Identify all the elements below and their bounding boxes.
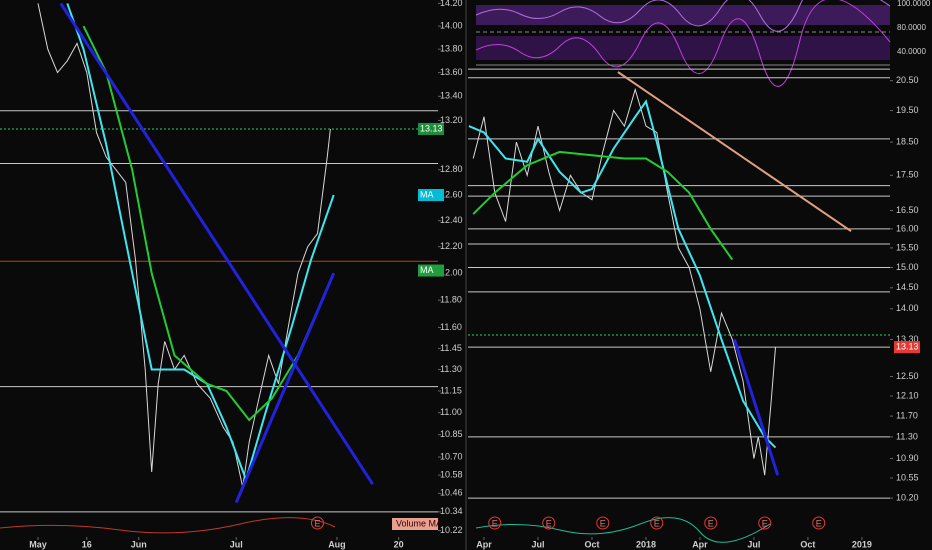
y-tick-label: 15.50 [896,242,919,252]
x-tick-label: May [29,539,47,549]
y-tick-label: 10.90 [896,453,919,463]
y-tick-label: 11.70 [896,410,918,420]
series-line [37,3,331,488]
y-tick-label: 14.50 [896,282,919,292]
earnings-label: E [600,518,606,528]
y-tick-label: 16.00 [896,223,919,233]
price-tag-label: MA [420,189,434,199]
x-tick-label: 16 [82,539,92,549]
y-tick-label: 16.50 [896,205,919,215]
price-tag [418,188,444,201]
y-tick-label: 13.20 [440,115,463,125]
y-tick-label: 10.85 [440,429,463,439]
rsi-line [475,0,891,32]
y-tick-label: 14.00 [440,20,463,30]
x-tick-label: 20 [394,539,404,549]
y-tick-label: 12.80 [440,164,463,174]
x-tick-label: Oct [584,539,599,549]
earnings-label: E [816,518,822,528]
y-tick-label: 10.22 [440,525,463,535]
earnings-marker [310,516,324,530]
y-tick-label: 11.80 [440,295,462,305]
y-tick-label: 11.30 [440,364,462,374]
y-tick-label: 13.80 [440,44,463,54]
y-tick-label: 10.46 [440,488,463,498]
y-tick-label: 11.60 [440,322,462,332]
rsi-band [476,5,890,25]
earnings-label: E [314,518,320,528]
series-line [617,71,852,233]
x-tick-label: Jul [747,539,760,549]
y-tick-label: 14.20 [440,0,463,8]
indicator-label: 40.0000 [897,47,926,56]
y-tick-label: 13.30 [896,334,919,344]
stoch-line [475,0,891,87]
price-tag-label: 13.13 [420,123,443,133]
earnings-label: E [708,518,714,528]
y-tick-label: 13.60 [440,67,463,77]
y-tick-label: 15.00 [896,262,919,272]
volume-label: Volume MA [396,518,442,528]
y-tick-label: 10.70 [440,451,463,461]
y-tick-label: 17.50 [896,170,919,180]
y-tick-label: 14.00 [896,303,919,313]
price-tag-label: MA [420,265,434,275]
series-line [733,338,780,476]
y-tick-label: 19.50 [896,105,919,115]
earnings-marker [704,516,718,530]
y-tick-label: 11.45 [440,343,462,353]
x-tick-label: Oct [800,539,815,549]
earnings-marker [812,516,826,530]
series-line [82,25,335,422]
x-tick-label: Jul [230,539,243,549]
series-line [59,2,374,486]
price-tag-label: 13.13 [896,342,919,352]
earnings-marker [650,516,664,530]
price-tag [894,341,920,354]
indicator-label: 80.0000 [897,23,926,32]
y-tick-label: 12.50 [896,371,919,381]
y-tick-label: 13.40 [440,91,463,101]
earnings-marker [758,516,772,530]
earnings-marker [596,516,610,530]
price-tag [418,122,444,135]
y-tick-label: 10.55 [896,472,919,482]
x-tick-label: Jul [531,539,544,549]
y-tick-label: 11.30 [896,431,918,441]
y-tick-label: 20.50 [896,75,919,85]
volume-ma-line [0,517,336,534]
x-tick-label: Apr [692,539,708,549]
earnings-label: E [546,518,552,528]
y-tick-label: 11.15 [440,385,462,395]
x-tick-label: 2018 [636,539,656,549]
earnings-label: E [762,518,768,528]
indicator-label: 100.0000 [897,0,931,8]
y-tick-label: 10.58 [440,469,463,479]
x-tick-label: 2019 [852,539,872,549]
x-tick-label: Apr [476,539,492,549]
earnings-label: E [654,518,660,528]
series-line [472,150,734,261]
y-tick-label: 18.50 [896,136,919,146]
x-tick-label: Jun [131,539,147,549]
earnings-label: E [492,518,498,528]
y-tick-label: 12.00 [440,268,463,278]
y-tick-label: 11.00 [440,407,462,417]
x-tick-label: Aug [328,539,346,549]
y-tick-label: 12.40 [440,215,463,225]
series-line [234,272,336,504]
price-tag [418,264,444,277]
earnings-marker [488,516,502,530]
y-tick-label: 12.20 [440,241,463,251]
series-line [472,87,776,476]
y-tick-label: 12.60 [440,189,463,199]
series-line [468,99,777,449]
earnings-marker [542,516,556,530]
volume-label-box [392,518,438,530]
y-tick-label: 10.34 [440,506,463,516]
indicator-line [475,517,771,543]
y-tick-label: 12.10 [896,390,919,400]
y-tick-label: 10.20 [896,493,919,503]
